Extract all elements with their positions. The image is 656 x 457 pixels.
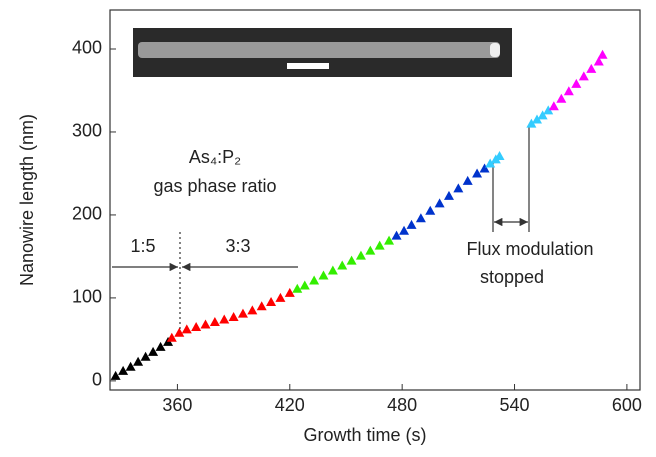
data-point <box>485 158 496 168</box>
data-point <box>256 301 267 311</box>
data-point <box>453 183 464 193</box>
data-point <box>399 225 410 235</box>
data-point <box>391 230 402 240</box>
data-point <box>292 283 303 293</box>
data-point <box>284 287 295 297</box>
data-point <box>200 319 211 329</box>
data-point <box>384 235 395 245</box>
data-point <box>228 311 239 321</box>
data-point <box>118 365 129 375</box>
data-point <box>275 292 286 302</box>
data-point <box>479 163 490 173</box>
data-point <box>266 297 277 307</box>
data-point <box>365 245 376 255</box>
data-point <box>140 351 151 361</box>
annotation: 1:5 <box>130 236 155 256</box>
y-axis-label: Nanowire length (nm) <box>17 114 37 286</box>
data-point <box>543 105 554 115</box>
x-axis-label: Growth time (s) <box>303 425 426 445</box>
plot-frame <box>109 9 641 391</box>
data-point <box>531 114 542 124</box>
y-tick-label: 300 <box>72 121 102 141</box>
data-point <box>415 213 426 223</box>
annotation: As₄:P₂ <box>189 147 241 167</box>
x-tick-label: 540 <box>499 395 529 415</box>
y-tick-label: 400 <box>72 38 102 58</box>
y-tick-label: 0 <box>92 370 102 390</box>
data-point <box>443 190 454 200</box>
data-point <box>556 93 567 103</box>
nanowire <box>138 42 500 58</box>
y-tick-label: 200 <box>72 204 102 224</box>
data-point <box>434 198 445 208</box>
data-point <box>593 56 604 66</box>
data-point <box>462 175 473 185</box>
data-point <box>586 63 597 73</box>
annotation: stopped <box>480 267 544 287</box>
data-point <box>548 101 559 111</box>
data-point <box>597 49 608 59</box>
data-point <box>346 255 357 265</box>
data-point <box>374 240 385 250</box>
data-point <box>181 324 192 334</box>
x-tick-label: 480 <box>387 395 417 415</box>
x-tick-label: 360 <box>162 395 192 415</box>
data-point <box>337 260 348 270</box>
data-point <box>299 280 310 290</box>
data-point <box>219 314 230 324</box>
annotation: 3:3 <box>225 236 250 256</box>
data-point <box>209 316 220 326</box>
data-point <box>318 270 329 280</box>
data-point <box>247 305 258 315</box>
data-point <box>563 86 574 96</box>
data-point <box>494 151 505 161</box>
annotation: Flux modulation <box>466 239 593 259</box>
data-point <box>309 275 320 285</box>
data-point <box>571 78 582 88</box>
data-point <box>355 250 366 260</box>
data-point <box>191 321 202 331</box>
data-point <box>526 118 537 128</box>
data-point <box>237 308 248 318</box>
data-point <box>174 327 185 337</box>
data-point <box>125 361 136 371</box>
data-point <box>166 332 177 342</box>
scale-bar <box>287 63 329 69</box>
x-tick-label: 420 <box>275 395 305 415</box>
data-point <box>537 110 548 120</box>
data-point <box>472 168 483 178</box>
data-point <box>578 71 589 81</box>
data-point <box>425 205 436 215</box>
y-tick-label: 100 <box>72 287 102 307</box>
data-point <box>110 370 121 380</box>
data-point <box>133 356 144 366</box>
data-point <box>327 265 338 275</box>
data-point <box>155 341 166 351</box>
nanowire-tip <box>490 43 500 57</box>
annotation: gas phase ratio <box>153 176 276 196</box>
data-point <box>406 219 417 229</box>
data-point <box>148 346 159 356</box>
x-tick-label: 600 <box>612 395 642 415</box>
